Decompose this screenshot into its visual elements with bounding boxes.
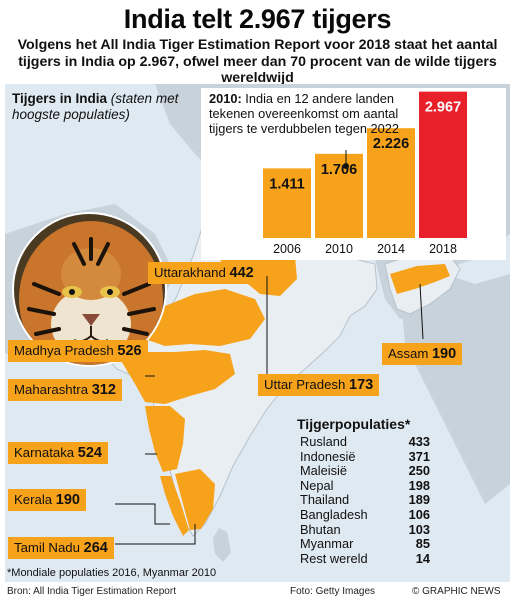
state-value: 442 (229, 265, 254, 281)
country-name: Myanmar (300, 536, 354, 552)
bar-2010 (315, 153, 363, 238)
state-value: 524 (77, 445, 102, 461)
state-label-assam: Assam 190 (382, 343, 463, 365)
state-shape-karnataka (145, 406, 185, 472)
state-value: 264 (83, 540, 108, 556)
state-shape-maharashtra (120, 350, 235, 404)
page-subtitle: Volgens het All India Tiger Estimation R… (17, 37, 498, 86)
bar-2018 (419, 91, 467, 239)
country-name: Nepal (300, 477, 334, 493)
world-table-row: Rusland 433 (300, 434, 430, 450)
country-value: 85 (415, 536, 430, 552)
leader-kerala (115, 503, 170, 525)
state-shape-kerala (160, 476, 189, 536)
state-name: Tamil Nadu (14, 540, 80, 555)
country-value: 103 (408, 521, 430, 537)
country-value: 106 (408, 506, 430, 522)
source-credit: Bron: All India Tiger Estimation Report (7, 586, 176, 597)
country-name: Thailand (300, 492, 350, 508)
x-tick-label: 2006 (273, 242, 301, 256)
footnote: *Mondiale populaties 2016, Myanmar 2010 (7, 567, 217, 579)
world-table-row: Bangladesh 106 (300, 506, 430, 523)
world-table-row: Bhutan 103 (300, 521, 430, 538)
world-table-row: Myanmar 85 (300, 537, 430, 552)
state-name: Kerala (14, 492, 53, 507)
country-value: 433 (408, 434, 430, 449)
leader-tamil-nadu (115, 524, 196, 545)
bar-2006 (263, 168, 311, 238)
map-heading-italic: (staten met hoogste populaties) (12, 91, 179, 122)
state-shape-madhya-pradesh (135, 289, 265, 346)
state-value: 526 (117, 343, 142, 359)
country-name: Maleisië (300, 463, 347, 479)
chart-note-text: India en 12 andere landen tekenen overee… (209, 91, 399, 136)
x-tick-label: 2018 (429, 242, 457, 256)
photo-credit: Foto: Getty Images (290, 586, 376, 597)
country-name: Rest wereld (300, 550, 368, 566)
bar-chart: 1.411 2006 1.706 2010 2.226 2014 2.967 2018 (263, 91, 467, 256)
state-name: Madhya Pradesh (14, 343, 114, 358)
country-value: 198 (408, 477, 430, 493)
copyright: © GRAPHIC NEWS (412, 586, 501, 597)
bar-2014 (367, 128, 415, 238)
state-value: 190 (431, 346, 457, 362)
world-table-row: Nepal 198 (300, 477, 430, 494)
world-table-rows: Rusland 433 Indonesië 371 Maleisië 250 Nepal 19… (300, 434, 430, 567)
world-table-row: Indonesië 371 (300, 448, 430, 465)
state-name: Assam (388, 346, 429, 361)
state-label-uttar-pradesh: Uttar Pradesh 173 (258, 374, 380, 396)
state-label-uttarakhand: Uttarakhand 442 (148, 262, 260, 284)
state-value: 190 (55, 492, 80, 508)
country-name: Indonesië (300, 448, 356, 464)
leader-assam (419, 283, 424, 340)
state-name: Uttarakhand (154, 265, 226, 280)
country-value: 371 (408, 448, 430, 464)
state-shape-tamil-nadu (175, 469, 215, 530)
world-table-row: Thailand 189 (300, 493, 430, 508)
x-tick-label: 2014 (377, 242, 405, 256)
state-name: Uttar Pradesh (264, 377, 346, 392)
bar-value-label: 2.967 (425, 100, 461, 116)
country-name: Rusland (300, 434, 347, 449)
map-heading-bold: Tijgers in India (12, 91, 108, 106)
bar-value-label: 1.411 (269, 176, 305, 192)
map-heading: Tijgers in India (staten met hoogste pop… (12, 91, 182, 123)
country-value: 250 (408, 463, 430, 479)
world-populations-table: Tijgerpopulaties* Rusland 433 Indonesië 371… (297, 416, 430, 567)
sri-lanka (213, 528, 231, 562)
country-value: 189 (408, 492, 430, 508)
state-label-maharashtra: Maharashtra 312 (8, 379, 122, 401)
world-table-row: Maleisië 250 (300, 464, 430, 479)
state-shape-assam (390, 264, 450, 294)
state-value: 312 (91, 382, 116, 398)
page-title: India telt 2.967 tijgers (123, 4, 392, 34)
state-name: Maharashtra (14, 382, 89, 397)
world-table-title: Tijgerpopulaties* (297, 416, 411, 432)
chart-note-year: 2010: (209, 91, 242, 106)
country-name: Bangladesh (300, 506, 368, 522)
bar-chart-panel: 2010: India en 12 andere landen tekenen … (201, 88, 506, 260)
world-table-row: Rest wereld 14 (300, 550, 430, 567)
state-label-madhya-pradesh: Madhya Pradesh 526 (8, 340, 148, 362)
neighbour-land-east (400, 274, 510, 504)
state-label-kerala: Kerala 190 (8, 489, 86, 511)
x-tick-label: 2010 (325, 242, 353, 256)
country-value: 14 (415, 550, 430, 566)
chart-note: 2010: India en 12 andere landen tekenen … (209, 91, 419, 136)
bar-value-label: 1.706 (321, 162, 357, 178)
state-value: 173 (349, 377, 374, 393)
chart-note-marker (343, 163, 349, 169)
state-label-karnataka: Karnataka 524 (8, 442, 108, 464)
country-name: Bhutan (300, 521, 341, 537)
bar-value-label: 2.226 (373, 136, 409, 152)
state-name: Karnataka (14, 445, 75, 460)
state-label-tamil-nadu: Tamil Nadu 264 (8, 537, 114, 559)
